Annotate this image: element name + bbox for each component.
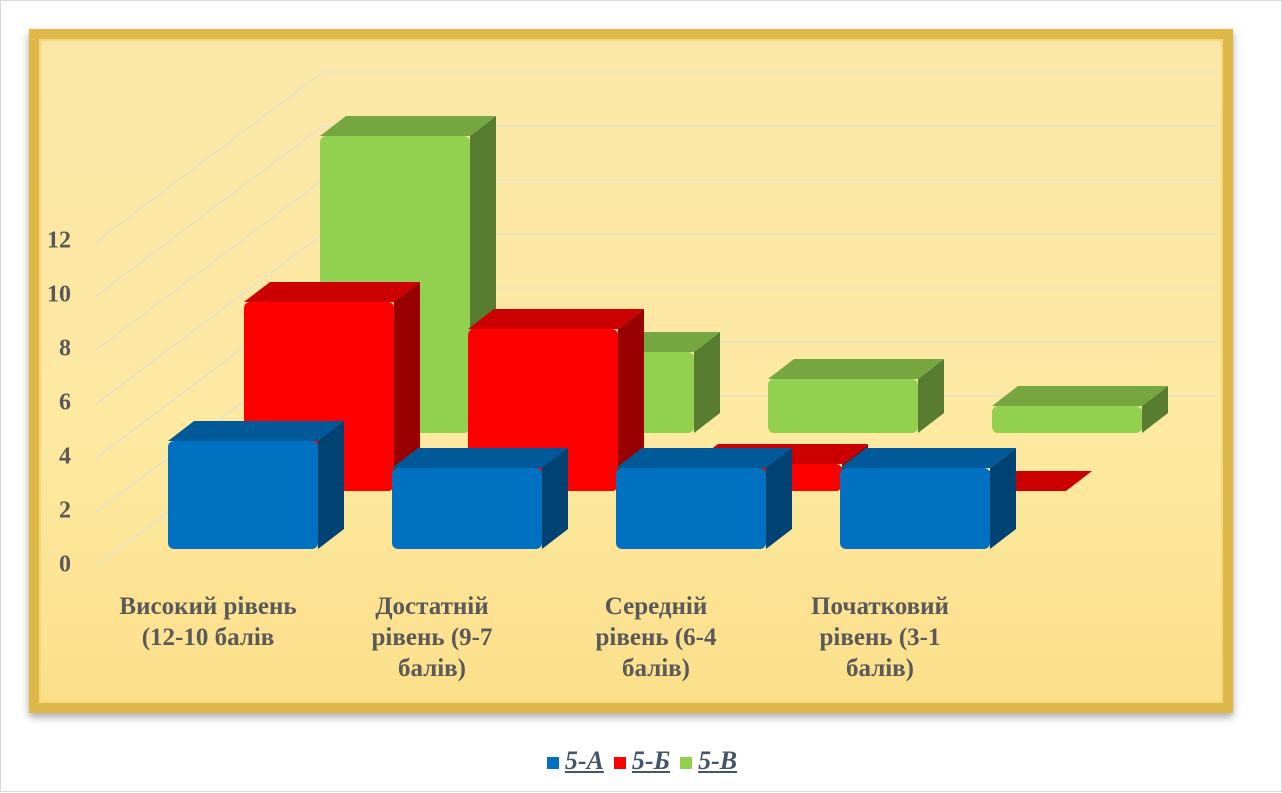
- legend-label: 5-В: [698, 746, 738, 775]
- x-tick-label: Високий рівень (12-10 балів: [119, 593, 297, 651]
- legend-item: 5-А: [546, 746, 604, 776]
- bar-top: [468, 309, 644, 329]
- bar: [392, 468, 542, 549]
- y-tick-label: 4: [59, 444, 71, 470]
- bar-top: [840, 448, 1016, 468]
- bar-side: [990, 448, 1016, 549]
- bar-3d: [392, 448, 568, 549]
- legend: 5-А 5-Б 5-В: [1, 746, 1282, 776]
- bar-3d: [168, 421, 344, 549]
- bar-side: [1142, 386, 1168, 433]
- bar-top: [992, 386, 1168, 406]
- bar-top: [168, 421, 344, 441]
- grid-line: [95, 125, 1216, 297]
- y-tick-label: 0: [59, 552, 71, 578]
- legend-swatch: [613, 757, 626, 770]
- legend-item: 5-В: [680, 746, 737, 776]
- y-tick-label: 8: [59, 336, 71, 362]
- bar: [768, 379, 918, 433]
- bar: [168, 441, 318, 549]
- legend-label: 5-А: [564, 746, 604, 775]
- legend-item: 5-Б: [613, 746, 671, 776]
- legend-swatch: [680, 757, 693, 770]
- x-tick-label: Початковий рівень (3-1 балів): [811, 593, 949, 682]
- y-tick-label: 10: [47, 282, 71, 308]
- bar-3d: [992, 386, 1168, 433]
- y-tick-label: 2: [59, 498, 71, 524]
- bar: [616, 468, 766, 549]
- bar-3d: [616, 448, 792, 549]
- bar-top: [616, 448, 792, 468]
- legend-label: 5-Б: [631, 746, 671, 775]
- bar-top: [320, 116, 496, 136]
- bar-top: [768, 359, 944, 379]
- bar-top: [392, 448, 568, 468]
- bar: [992, 406, 1142, 433]
- bar-side: [918, 359, 944, 433]
- bar: [840, 468, 990, 549]
- bar-top: [244, 282, 420, 302]
- bar-side: [542, 448, 568, 549]
- bar-side: [618, 309, 644, 491]
- bar-3d: [768, 359, 944, 433]
- bar-side: [694, 332, 720, 433]
- legend-swatch: [546, 757, 559, 770]
- bar-side: [394, 282, 420, 491]
- y-tick-label: 12: [47, 228, 71, 254]
- grid-line: [95, 71, 1216, 243]
- y-tick-label: 6: [59, 390, 71, 416]
- bar-side: [318, 421, 344, 549]
- bar-3d: [840, 448, 1016, 549]
- x-tick-label: Достатній рівень (9-7 балів): [371, 593, 493, 682]
- x-tick-label: Середній рівень (6-4 балів): [595, 593, 717, 682]
- bar-side: [766, 448, 792, 549]
